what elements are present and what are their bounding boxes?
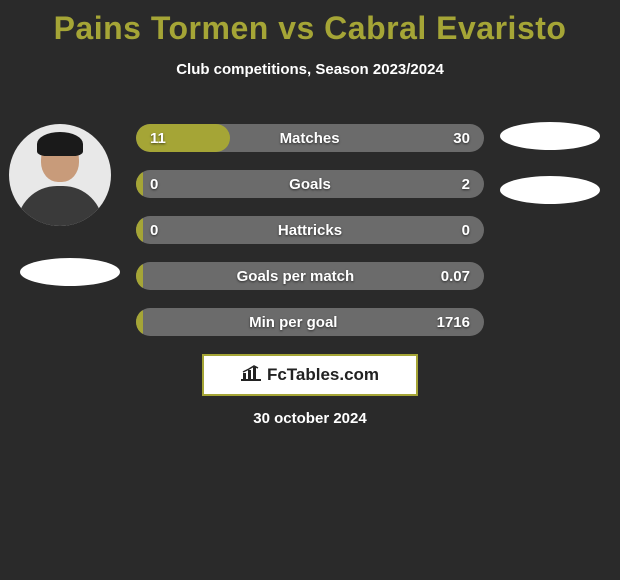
bar-fill bbox=[136, 262, 143, 290]
avatar-shoulders bbox=[17, 186, 103, 226]
player-left-flag bbox=[20, 258, 120, 286]
stat-right-value: 0 bbox=[462, 222, 470, 239]
subtitle: Club competitions, Season 2023/2024 bbox=[0, 61, 620, 78]
stat-label: Goals bbox=[289, 176, 331, 193]
stat-right-value: 1716 bbox=[437, 314, 470, 331]
date-text: 30 october 2024 bbox=[0, 410, 620, 427]
bar-fill bbox=[136, 170, 143, 198]
stat-bar-hattricks: 0 Hattricks 0 bbox=[136, 216, 484, 244]
stat-label: Goals per match bbox=[237, 268, 355, 285]
stat-left-value: 0 bbox=[150, 222, 158, 239]
stat-left-value: 0 bbox=[150, 176, 158, 193]
bar-fill bbox=[136, 308, 143, 336]
brand-text: FcTables.com bbox=[267, 365, 379, 385]
player-left-avatar bbox=[9, 124, 111, 226]
stat-bar-goals: 0 Goals 2 bbox=[136, 170, 484, 198]
bar-fill bbox=[136, 216, 143, 244]
brand-box: FcTables.com bbox=[202, 354, 418, 396]
page-title: Pains Tormen vs Cabral Evaristo bbox=[0, 0, 620, 47]
stat-label: Hattricks bbox=[278, 222, 342, 239]
stat-right-value: 2 bbox=[462, 176, 470, 193]
player-right-flag bbox=[500, 176, 600, 204]
stat-label: Min per goal bbox=[249, 314, 337, 331]
stat-right-value: 30 bbox=[453, 130, 470, 147]
stat-label: Matches bbox=[280, 130, 340, 147]
chart-icon bbox=[241, 365, 261, 386]
stat-bar-goals-per-match: Goals per match 0.07 bbox=[136, 262, 484, 290]
stat-bar-min-per-goal: Min per goal 1716 bbox=[136, 308, 484, 336]
stat-left-value: 11 bbox=[150, 130, 166, 147]
stat-bar-matches: 11 Matches 30 bbox=[136, 124, 484, 152]
player-right-avatar bbox=[500, 122, 600, 150]
stats-bars: 11 Matches 30 0 Goals 2 0 Hattricks 0 Go… bbox=[136, 124, 484, 354]
stat-right-value: 0.07 bbox=[441, 268, 470, 285]
